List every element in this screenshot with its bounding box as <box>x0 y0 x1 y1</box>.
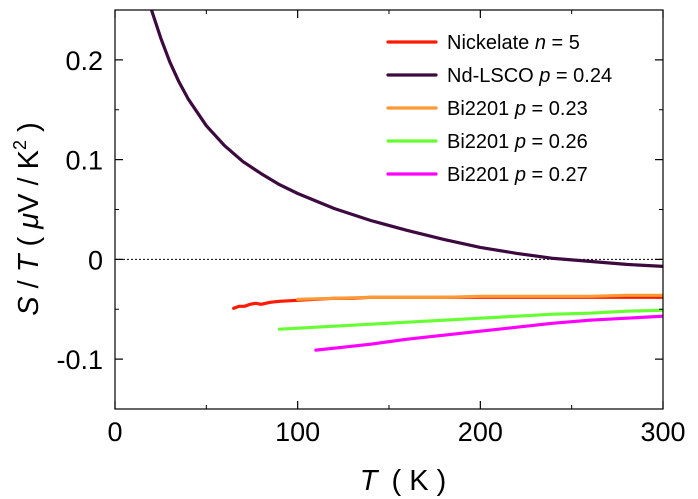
legend-label-value: = 0.27 <box>526 164 588 186</box>
series-line-4 <box>277 308 663 331</box>
legend-entry-5: Bi2201 p = 0.27 <box>386 164 588 186</box>
legend-label: Bi2201 p = 0.27 <box>447 164 588 186</box>
ticks-layer: 0 100 200 300 -0.1 0 0.1 0.2 <box>56 10 686 447</box>
legend-entry-4: Bi2201 p = 0.26 <box>386 131 588 153</box>
y-tick-label: 0 <box>88 245 103 275</box>
legend-label-name: Bi2201 <box>447 131 515 153</box>
x-tick-label: 300 <box>640 417 685 447</box>
legend-label-name: Bi2201 <box>447 98 515 120</box>
legend-label-value: = 0.23 <box>526 98 588 120</box>
legend-label-var: n <box>535 32 546 54</box>
legend-label-var: p <box>538 65 550 87</box>
legend-entry-2: Nd-LSCO p = 0.24 <box>386 65 612 87</box>
legend-label-value: = 5 <box>546 32 580 54</box>
y-axis-var-t: T <box>13 252 45 272</box>
legend-label-var: p <box>514 131 526 153</box>
legend-label-name: Nd-LSCO <box>447 65 539 87</box>
y-tick-label: 0.1 <box>65 146 103 176</box>
x-tick-label: 200 <box>458 417 503 447</box>
series-line-2 <box>149 10 663 268</box>
legend-entry-1: Nickelate n = 5 <box>386 32 580 54</box>
legend-label-var: p <box>514 98 526 120</box>
series-line-5 <box>314 314 663 352</box>
legend-label: Nd-LSCO p = 0.24 <box>447 65 612 87</box>
y-axis-var-s: S <box>13 296 45 316</box>
y-axis-unit: V / K <box>13 149 45 213</box>
legend-label: Bi2201 p = 0.23 <box>447 98 588 120</box>
y-axis-title: S / T ( μV / K2 ) <box>10 122 45 316</box>
y-axis-separator: / <box>13 272 45 296</box>
x-tick-label: 0 <box>107 417 122 447</box>
y-axis-open-paren: ( <box>13 229 45 255</box>
y-tick-label: -0.1 <box>56 345 103 375</box>
x-tick-label: 100 <box>275 417 320 447</box>
x-axis-title: T ( K ) <box>360 465 447 497</box>
y-axis-mu: μ <box>13 213 45 230</box>
legend-label-var: p <box>514 164 526 186</box>
y-axis-close-paren: ) <box>13 122 45 140</box>
series-line-3 <box>296 293 663 301</box>
x-axis-variable: T <box>360 465 380 497</box>
legend-entry-3: Bi2201 p = 0.23 <box>386 98 588 120</box>
legend-label-value: = 0.26 <box>526 131 588 153</box>
legend-label: Bi2201 p = 0.26 <box>447 131 588 153</box>
legend-label-name: Nickelate <box>447 32 535 54</box>
legend-label: Nickelate n = 5 <box>447 32 580 54</box>
legend-label-name: Bi2201 <box>447 164 515 186</box>
y-axis-superscript: 2 <box>10 140 30 150</box>
y-tick-label: 0.2 <box>65 46 103 76</box>
x-axis-unit: ( K ) <box>392 465 447 497</box>
series-layer <box>149 10 663 352</box>
legend-label-value: = 0.24 <box>550 65 612 87</box>
legend: Nickelate n = 5 Nd-LSCO p = 0.24 Bi2201 p … <box>386 32 612 186</box>
